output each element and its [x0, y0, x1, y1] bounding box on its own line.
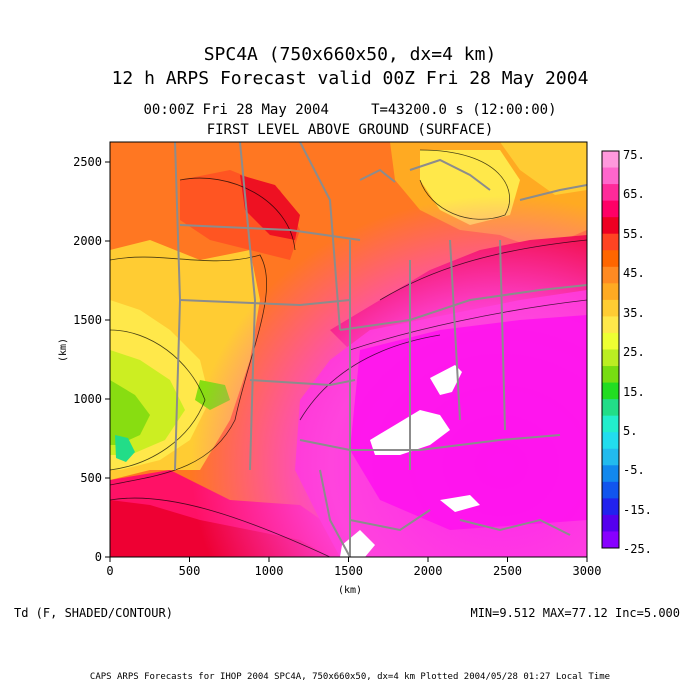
map-level-label: FIRST LEVEL ABOVE GROUND (SURFACE) [206, 122, 494, 138]
y-axis-labels: 0 500 1000 1500 2000 2500 (km) [58, 155, 102, 564]
colorbar-label: 45. [623, 266, 645, 280]
x-tick-label: 1500 [334, 564, 363, 578]
colorbar-label: 15. [623, 385, 645, 399]
colorbar-swatch [602, 465, 619, 483]
colorbar-swatch [602, 415, 619, 433]
x-tick-label: 2000 [414, 564, 443, 578]
colorbar-swatch [602, 250, 619, 268]
colorbar-swatch [602, 332, 619, 350]
colorbar-label: 35. [623, 306, 645, 320]
x-tick-label: 500 [179, 564, 201, 578]
y-tick-label: 0 [95, 550, 102, 564]
colorbar-swatch [602, 233, 619, 251]
x-axis-labels: 0 500 1000 1500 2000 2500 3000 (km) [106, 564, 601, 596]
colorbar-label: -25. [623, 542, 652, 556]
colorbar-swatch [602, 349, 619, 367]
x-axis-title: (km) [338, 585, 362, 596]
y-tick-label: 500 [80, 471, 102, 485]
valid-time: 00:00Z Fri 28 May 2004 [143, 102, 329, 118]
y-tick-label: 1500 [73, 313, 102, 327]
colorbar-swatch [602, 184, 619, 202]
credit-line: CAPS ARPS Forecasts for IHOP 2004 SPC4A,… [90, 672, 610, 682]
colorbar-label: -15. [623, 503, 652, 517]
y-tick-label: 1000 [73, 392, 102, 406]
colorbar-swatch [602, 266, 619, 284]
colorbar-swatch [602, 432, 619, 450]
colorbar [602, 151, 619, 549]
variable-label: Td (F, SHADED/CONTOUR) [14, 606, 173, 620]
map-subtitle-times: 00:00Z Fri 28 May 2004 T=43200.0 s (12:0… [0, 103, 700, 117]
colorbar-swatch [602, 217, 619, 235]
colorbar-swatch [602, 366, 619, 384]
colorbar-swatch [602, 283, 619, 301]
map-title-line2: 12 h ARPS Forecast valid 00Z Fri 28 May … [111, 68, 589, 89]
colorbar-swatch [602, 200, 619, 218]
dewpoint-field [110, 142, 587, 557]
y-tick-label: 2000 [73, 234, 102, 248]
colorbar-frame [601, 150, 620, 549]
colorbar-swatch [602, 299, 619, 317]
x-tick-label: 2500 [493, 564, 522, 578]
colorbar-label: 5. [623, 424, 637, 438]
colorbar-swatch [602, 316, 619, 334]
x-tick-label: 1000 [255, 564, 284, 578]
model-time: T=43200.0 s (12:00:00) [371, 102, 557, 118]
axis-ticks [105, 161, 588, 562]
y-tick-label: 2500 [73, 155, 102, 169]
colorbar-label: 25. [623, 345, 645, 359]
colorbar-label: 75. [623, 148, 645, 162]
colorbar-label: 65. [623, 187, 645, 201]
x-tick-label: 3000 [573, 564, 602, 578]
stats-label: MIN=9.512 MAX=77.12 Inc=5.000 [470, 606, 680, 620]
colorbar-swatch [602, 151, 619, 169]
colorbar-swatch [602, 399, 619, 417]
colorbar-swatch [602, 382, 619, 400]
x-tick-label: 0 [106, 564, 113, 578]
colorbar-swatch [602, 448, 619, 466]
colorbar-swatch [602, 167, 619, 185]
colorbar-label: -5. [623, 463, 645, 477]
colorbar-label: 55. [623, 227, 645, 241]
colorbar-swatch [602, 514, 619, 532]
footer: Td (F, SHADED/CONTOUR) MIN=9.512 MAX=77.… [14, 606, 680, 682]
colorbar-swatch [602, 481, 619, 499]
colorbar-swatch [602, 498, 619, 516]
colorbar-swatch [602, 531, 619, 549]
y-axis-title: (km) [58, 338, 69, 362]
map-title-line1: SPC4A (750x660x50, dx=4 km) [203, 44, 497, 65]
colorbar-labels: 75. 65. 55. 45. 35. 25. 15. 5. -5. -15. … [623, 148, 652, 556]
